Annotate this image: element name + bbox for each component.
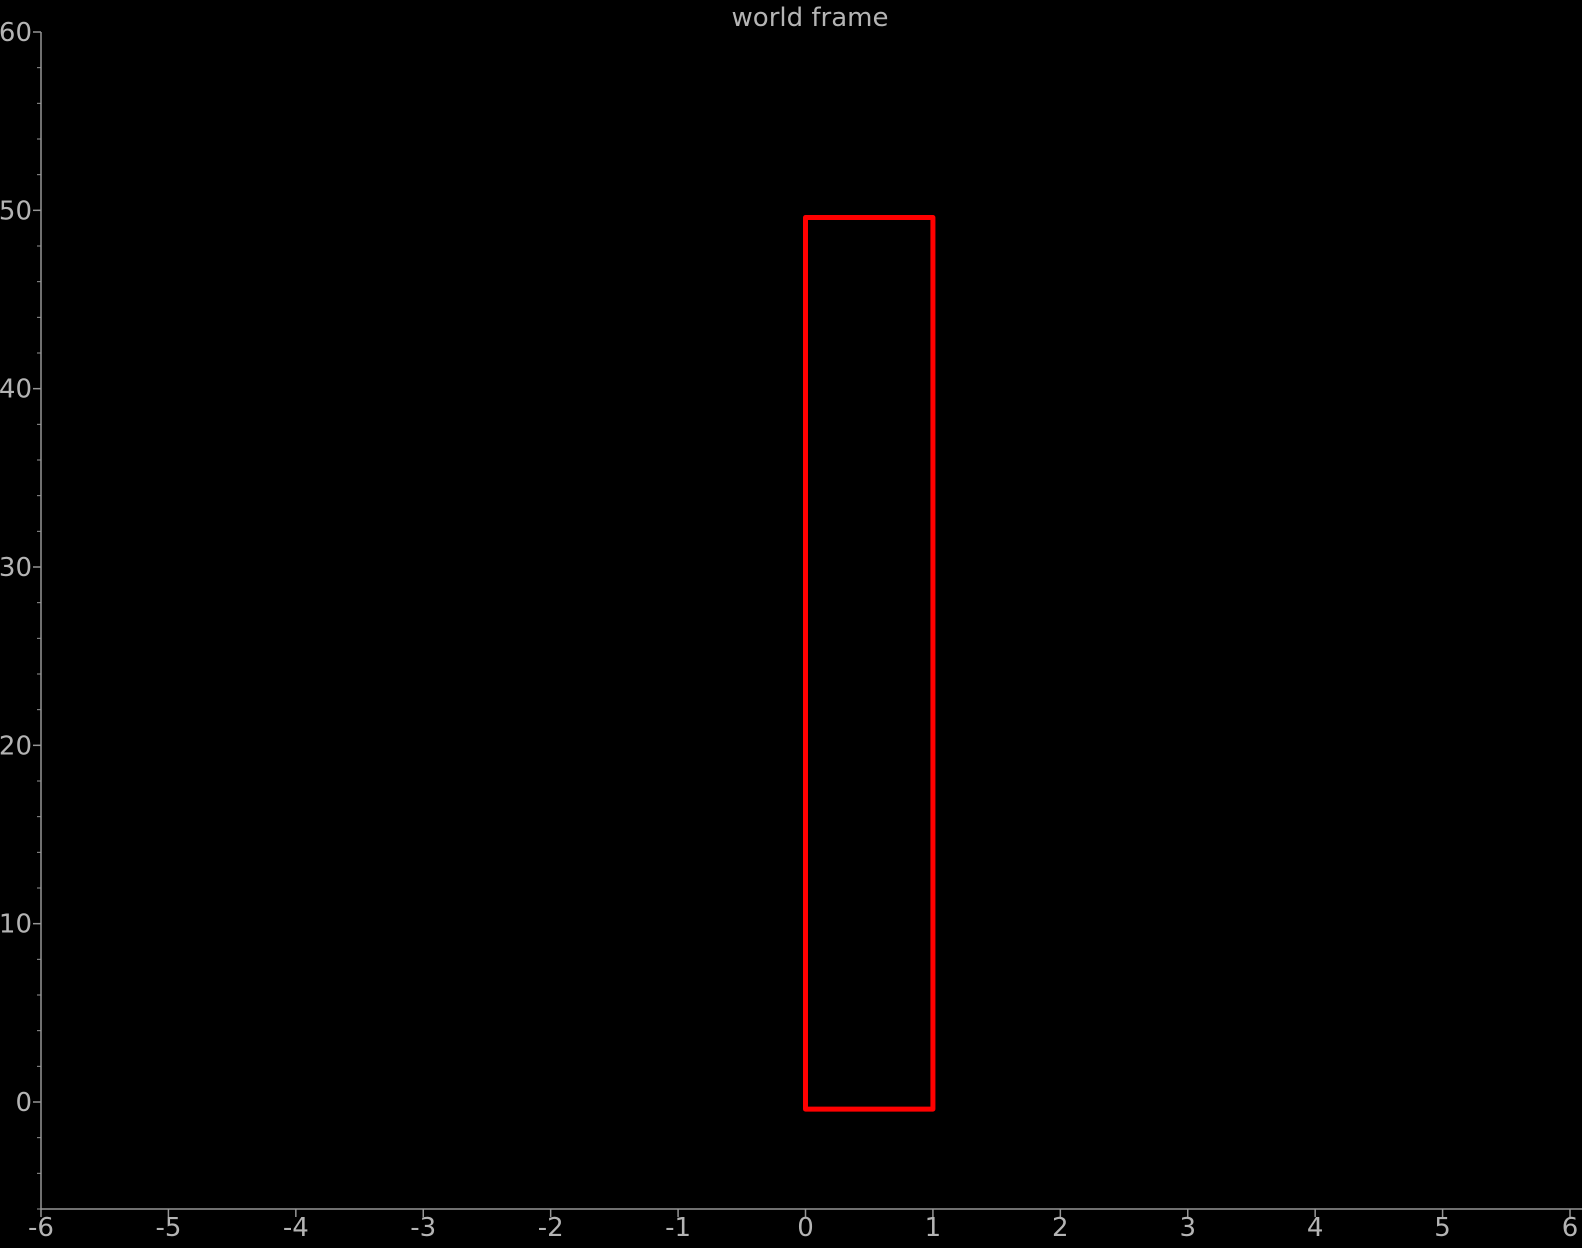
- x-tick-label: 5: [1434, 1213, 1451, 1243]
- y-tick-label: 0: [15, 1088, 32, 1118]
- x-tick-label: -3: [410, 1213, 436, 1243]
- series-layer: [803, 214, 936, 1112]
- x-tick-label: -5: [155, 1213, 181, 1243]
- series-outline-0: [803, 214, 936, 1112]
- x-tick-label: -2: [538, 1213, 564, 1243]
- y-tick-label: 20: [0, 731, 32, 761]
- y-tick-label: 50: [0, 196, 32, 226]
- x-tick-label: -4: [283, 1213, 309, 1243]
- x-tick-label: 4: [1307, 1213, 1324, 1243]
- chart-title: world frame: [732, 3, 889, 33]
- axes: 0 10 20 30 40 50 60 -6 -5 -4 -3 -2 -1 0 1 2 3 4 5 6: [0, 18, 1582, 1243]
- x-tick-label: 3: [1179, 1213, 1196, 1243]
- y-tick-label: 40: [0, 375, 32, 405]
- y-tick-label: 10: [0, 910, 32, 940]
- x-tick-label: 1: [925, 1213, 942, 1243]
- x-tick-label: 0: [797, 1213, 814, 1243]
- x-tick-label: 6: [1562, 1213, 1579, 1243]
- x-tick-label: 2: [1052, 1213, 1069, 1243]
- y-tick-label: 30: [0, 553, 32, 583]
- y-tick-label: 60: [0, 18, 32, 48]
- x-tick-label: -1: [665, 1213, 691, 1243]
- x-tick-label: -6: [28, 1213, 54, 1243]
